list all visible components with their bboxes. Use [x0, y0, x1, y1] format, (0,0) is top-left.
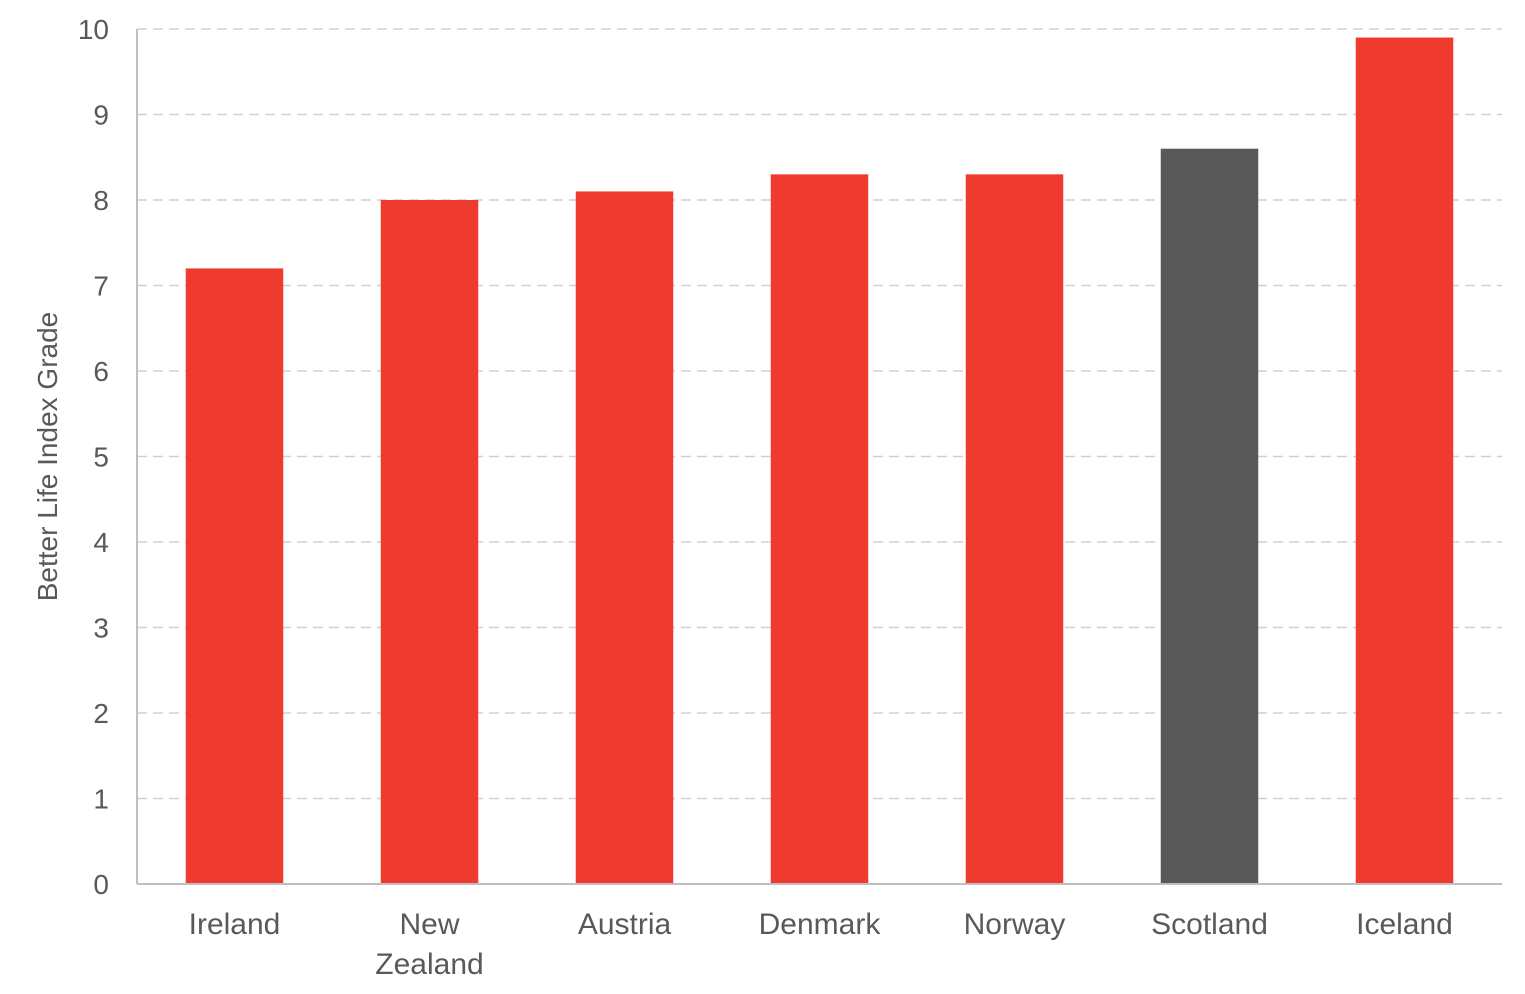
y-tick-label: 6	[93, 356, 109, 387]
x-category-label: Norway	[964, 908, 1066, 941]
x-category-label: Iceland	[1356, 908, 1453, 941]
x-category-label-line: Iceland	[1356, 908, 1453, 941]
y-tick-label: 5	[93, 442, 109, 473]
x-category-label-line: New	[399, 908, 459, 941]
bar	[185, 268, 284, 884]
bar	[965, 174, 1064, 885]
y-tick-label: 8	[93, 185, 109, 216]
bar	[575, 191, 674, 884]
bar	[380, 200, 479, 884]
x-category-label-line: Austria	[578, 908, 672, 941]
y-tick-label: 3	[93, 613, 109, 644]
x-category-label-line: Denmark	[759, 908, 882, 941]
y-tick-label: 2	[93, 698, 109, 729]
x-axis-labels: Ireland New Zealand Austria Denmark Norway Sco…	[189, 908, 1453, 981]
x-category-label: Denmark	[759, 908, 882, 941]
x-category-label-line: Zealand	[375, 948, 483, 981]
gridlines	[137, 28, 1502, 800]
y-tick-label: 0	[93, 869, 109, 900]
bar	[1355, 37, 1454, 885]
x-category-label: New Zealand	[375, 908, 483, 981]
y-tick-label: 10	[78, 14, 109, 45]
y-axis-ticks: 0 1 2 3 4 5 6 7 8 9 10	[78, 14, 109, 900]
y-tick-label: 7	[93, 271, 109, 302]
y-tick-label: 4	[93, 527, 109, 558]
y-tick-label: 9	[93, 100, 109, 131]
x-category-label: Scotland	[1151, 908, 1268, 941]
y-tick-label: 1	[93, 784, 109, 815]
x-category-label-line: Norway	[964, 908, 1066, 941]
bar	[770, 174, 869, 885]
bar	[1160, 148, 1259, 884]
x-category-label: Ireland	[189, 908, 281, 941]
x-category-label-line: Ireland	[189, 908, 281, 941]
x-category-label-line: Scotland	[1151, 908, 1268, 941]
bars	[185, 37, 1454, 885]
y-axis-title: Better Life Index Grade	[32, 312, 63, 602]
x-category-label: Austria	[578, 908, 672, 941]
